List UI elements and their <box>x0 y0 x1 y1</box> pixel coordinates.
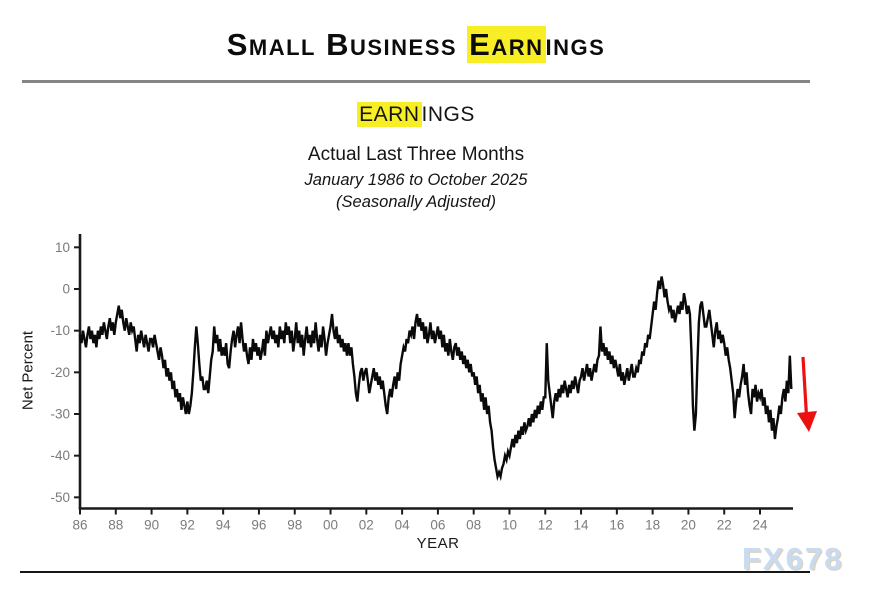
title-suffix: ings <box>545 27 606 62</box>
chart-date-range: January 1986 to October 2025 <box>304 171 528 189</box>
footer-line <box>20 571 810 573</box>
svg-text:88: 88 <box>108 518 123 533</box>
svg-text:10: 10 <box>55 240 70 255</box>
y-axis-label: Net Percent <box>19 330 37 411</box>
svg-text:92: 92 <box>180 518 195 533</box>
svg-text:08: 08 <box>466 518 481 533</box>
down-arrow-icon <box>797 356 817 432</box>
svg-text:04: 04 <box>395 518 411 533</box>
svg-text:0: 0 <box>62 282 70 297</box>
title-prefix: Small Business <box>226 27 468 62</box>
svg-text:94: 94 <box>216 518 232 533</box>
svg-text:-40: -40 <box>50 448 70 463</box>
x-axis-label: YEAR <box>416 535 460 552</box>
svg-text:10: 10 <box>502 518 517 533</box>
svg-text:18: 18 <box>645 518 660 533</box>
chart-title: EARNINGS <box>0 102 832 127</box>
chart-subtitle: Actual Last Three Months <box>307 144 525 165</box>
earnings-line <box>78 276 793 482</box>
watermark: FX678 <box>742 541 844 576</box>
axes <box>78 234 793 510</box>
svg-text:20: 20 <box>681 518 696 533</box>
chart-title-highlight: EARN <box>357 102 422 127</box>
svg-text:-20: -20 <box>50 365 70 380</box>
svg-text:12: 12 <box>538 518 553 533</box>
svg-text:00: 00 <box>323 518 338 533</box>
title-highlight: Earn <box>467 26 546 63</box>
svg-text:14: 14 <box>574 518 590 533</box>
svg-text:-30: -30 <box>50 407 70 422</box>
axis-ticks <box>74 246 762 515</box>
svg-text:06: 06 <box>430 518 445 533</box>
svg-text:98: 98 <box>287 518 302 533</box>
svg-text:16: 16 <box>609 518 624 533</box>
svg-text:-10: -10 <box>50 323 70 338</box>
svg-text:-50: -50 <box>50 490 70 505</box>
svg-text:02: 02 <box>359 518 374 533</box>
svg-text:22: 22 <box>717 518 732 533</box>
svg-text:96: 96 <box>251 518 266 533</box>
title-divider-line <box>22 80 810 83</box>
svg-text:24: 24 <box>752 518 768 533</box>
svg-text:86: 86 <box>72 518 87 533</box>
page-title: Small Business Earnings <box>0 26 832 63</box>
chart-adjustment-note: (Seasonally Adjusted) <box>336 193 496 211</box>
svg-text:90: 90 <box>144 518 159 533</box>
chart-title-rest: INGS <box>421 103 475 126</box>
